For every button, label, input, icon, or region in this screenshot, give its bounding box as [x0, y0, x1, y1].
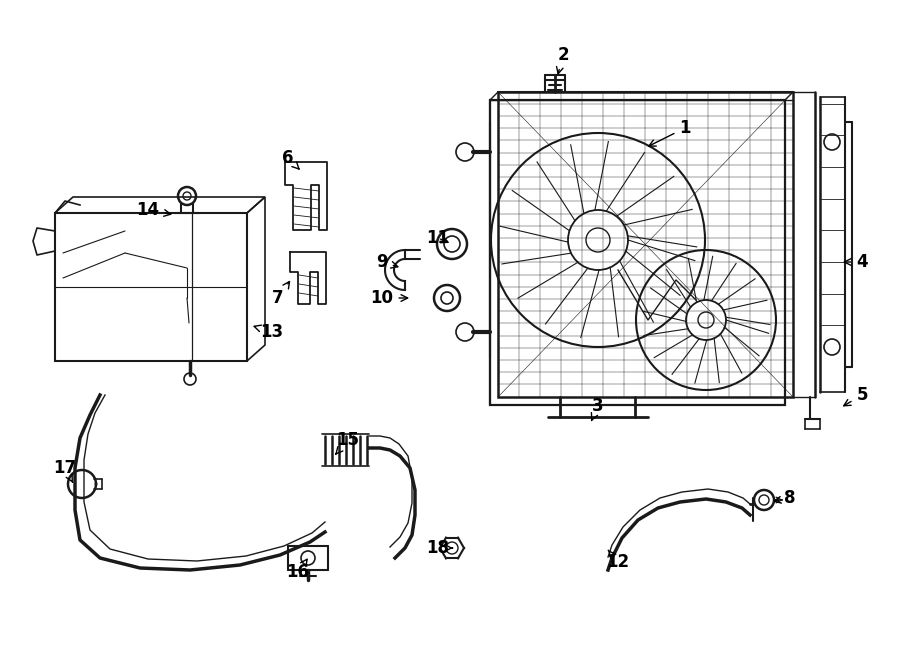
- Text: 14: 14: [137, 201, 171, 219]
- Text: 12: 12: [607, 550, 630, 571]
- Text: 3: 3: [591, 397, 604, 420]
- Bar: [490, 100, 785, 405]
- Text: 11: 11: [427, 229, 449, 247]
- Bar: [498, 92, 793, 397]
- Text: 17: 17: [53, 459, 76, 483]
- Bar: [55, 213, 247, 361]
- Text: 9: 9: [376, 253, 398, 271]
- Text: 15: 15: [336, 431, 359, 454]
- Text: 18: 18: [427, 539, 453, 557]
- Text: 10: 10: [371, 289, 408, 307]
- Text: 16: 16: [286, 559, 310, 581]
- Text: 1: 1: [649, 119, 691, 146]
- Text: 8: 8: [774, 489, 796, 507]
- Text: 13: 13: [254, 323, 284, 341]
- Text: 2: 2: [556, 46, 569, 74]
- Text: 4: 4: [844, 253, 868, 271]
- Text: 6: 6: [283, 149, 299, 169]
- Text: 5: 5: [843, 386, 868, 406]
- Text: 7: 7: [272, 282, 290, 307]
